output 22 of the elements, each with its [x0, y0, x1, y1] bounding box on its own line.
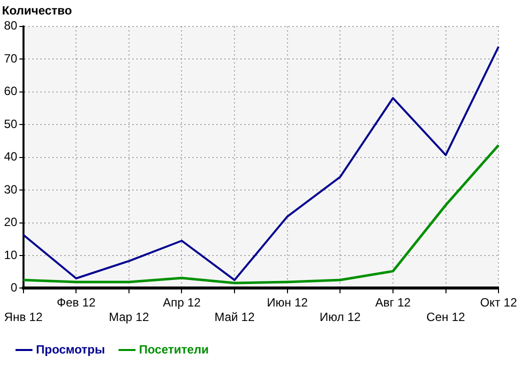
- x-tick-label: Апр 12: [162, 296, 202, 310]
- x-tick-label: Фев 12: [56, 296, 96, 310]
- x-tick-label: Сен 12: [426, 310, 466, 324]
- legend-label: Посетители: [139, 342, 209, 356]
- x-tick-label: Июл 12: [320, 310, 361, 324]
- y-tick-label: 30: [4, 182, 18, 196]
- x-tick-label: Июн 12: [266, 296, 308, 310]
- x-tick-label: Мар 12: [108, 310, 150, 324]
- y-tick-label: 10: [4, 248, 18, 262]
- x-tick-label: Авг 12: [375, 296, 411, 310]
- x-tick-label: Окт 12: [480, 296, 518, 310]
- y-tick-label: 60: [4, 84, 18, 98]
- chart-title: Количество: [2, 4, 72, 18]
- y-tick-label: 70: [4, 51, 18, 66]
- y-tick-label: 0: [10, 280, 18, 295]
- y-tick-label: 50: [4, 116, 18, 131]
- y-tick-label: 80: [4, 18, 18, 33]
- x-tick-label: Янв 12: [4, 310, 43, 324]
- y-tick-label: 40: [4, 150, 18, 164]
- x-tick-label: Май 12: [214, 310, 255, 324]
- y-tick-label: 20: [4, 215, 18, 230]
- legend-label: Просмотры: [36, 342, 106, 356]
